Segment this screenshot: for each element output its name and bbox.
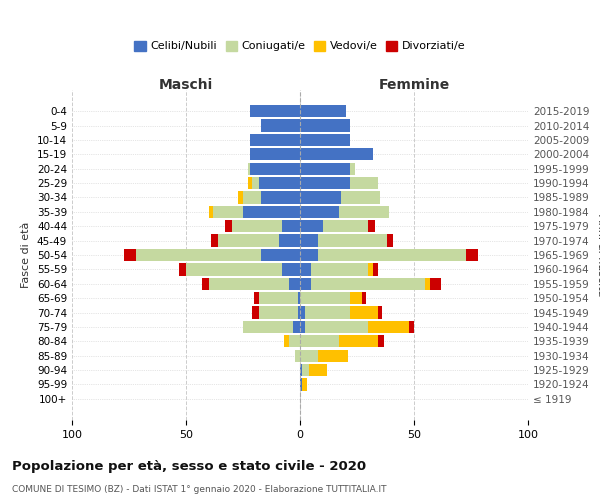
Bar (243, 192, 261, 203)
Bar (377, 335, 385, 347)
Bar (243, 206, 300, 218)
Bar (300, 321, 305, 333)
Bar (368, 264, 373, 276)
Bar (259, 177, 300, 189)
Bar (300, 278, 311, 290)
Bar (282, 264, 300, 276)
Bar (186, 264, 282, 276)
Bar (211, 234, 218, 246)
Bar (300, 192, 341, 203)
Bar (252, 177, 259, 189)
Bar (309, 364, 328, 376)
Bar (300, 335, 339, 347)
Bar (350, 292, 362, 304)
Bar (261, 249, 300, 261)
Bar (214, 206, 243, 218)
Bar (225, 220, 232, 232)
Bar (300, 105, 346, 117)
Bar (300, 306, 305, 318)
Bar (350, 177, 377, 189)
Bar (300, 249, 318, 261)
Bar (295, 350, 300, 362)
Bar (218, 234, 280, 246)
Bar (298, 292, 300, 304)
Bar (243, 321, 293, 333)
Bar (350, 162, 355, 175)
Bar (305, 321, 368, 333)
Bar (339, 335, 377, 347)
Bar (300, 264, 311, 276)
Bar (136, 249, 261, 261)
Bar (250, 105, 300, 117)
Bar (300, 148, 373, 160)
Bar (261, 120, 300, 132)
Bar (311, 278, 425, 290)
Bar (300, 350, 318, 362)
Bar (284, 335, 289, 347)
Bar (302, 378, 307, 390)
Bar (377, 306, 382, 318)
Bar (209, 278, 289, 290)
Bar (293, 321, 300, 333)
Bar (238, 192, 243, 203)
Bar (318, 234, 386, 246)
Y-axis label: Anni di nascita: Anni di nascita (596, 214, 600, 296)
Bar (282, 220, 300, 232)
Bar (466, 249, 478, 261)
Bar (179, 264, 186, 276)
Bar (300, 177, 350, 189)
Bar (300, 292, 350, 304)
Bar (250, 134, 300, 146)
Bar (259, 306, 298, 318)
Bar (302, 364, 309, 376)
Bar (300, 220, 323, 232)
Bar (232, 220, 282, 232)
Bar (425, 278, 430, 290)
Bar (254, 292, 259, 304)
Bar (202, 278, 209, 290)
Y-axis label: Fasce di età: Fasce di età (22, 222, 31, 288)
Bar (373, 264, 377, 276)
Bar (289, 335, 300, 347)
Bar (300, 134, 350, 146)
Text: Femmine: Femmine (379, 78, 449, 92)
Bar (300, 378, 302, 390)
Bar (341, 192, 380, 203)
Bar (311, 264, 368, 276)
Text: COMUNE DI TESIMO (BZ) - Dati ISTAT 1° gennaio 2020 - Elaborazione TUTTITALIA.IT: COMUNE DI TESIMO (BZ) - Dati ISTAT 1° ge… (12, 485, 386, 494)
Bar (368, 220, 375, 232)
Bar (300, 234, 318, 246)
Bar (409, 321, 414, 333)
Bar (350, 306, 377, 318)
Bar (250, 148, 300, 160)
Bar (362, 292, 366, 304)
Bar (300, 162, 350, 175)
Bar (252, 306, 259, 318)
Bar (261, 192, 300, 203)
Bar (430, 278, 442, 290)
Bar (300, 206, 339, 218)
Bar (305, 306, 350, 318)
Bar (339, 206, 389, 218)
Bar (300, 120, 350, 132)
Bar (289, 278, 300, 290)
Text: Popolazione per età, sesso e stato civile - 2020: Popolazione per età, sesso e stato civil… (12, 460, 366, 473)
Bar (323, 220, 368, 232)
Bar (248, 162, 250, 175)
Bar (300, 364, 302, 376)
Bar (298, 306, 300, 318)
Legend: Celibi/Nubili, Coniugati/e, Vedovi/e, Divorziati/e: Celibi/Nubili, Coniugati/e, Vedovi/e, Di… (130, 36, 470, 56)
Bar (248, 177, 252, 189)
Bar (209, 206, 214, 218)
Bar (250, 162, 300, 175)
Bar (318, 249, 466, 261)
Bar (318, 350, 348, 362)
Bar (124, 249, 136, 261)
Bar (259, 292, 298, 304)
Text: Maschi: Maschi (159, 78, 213, 92)
Bar (280, 234, 300, 246)
Bar (386, 234, 394, 246)
Bar (368, 321, 409, 333)
